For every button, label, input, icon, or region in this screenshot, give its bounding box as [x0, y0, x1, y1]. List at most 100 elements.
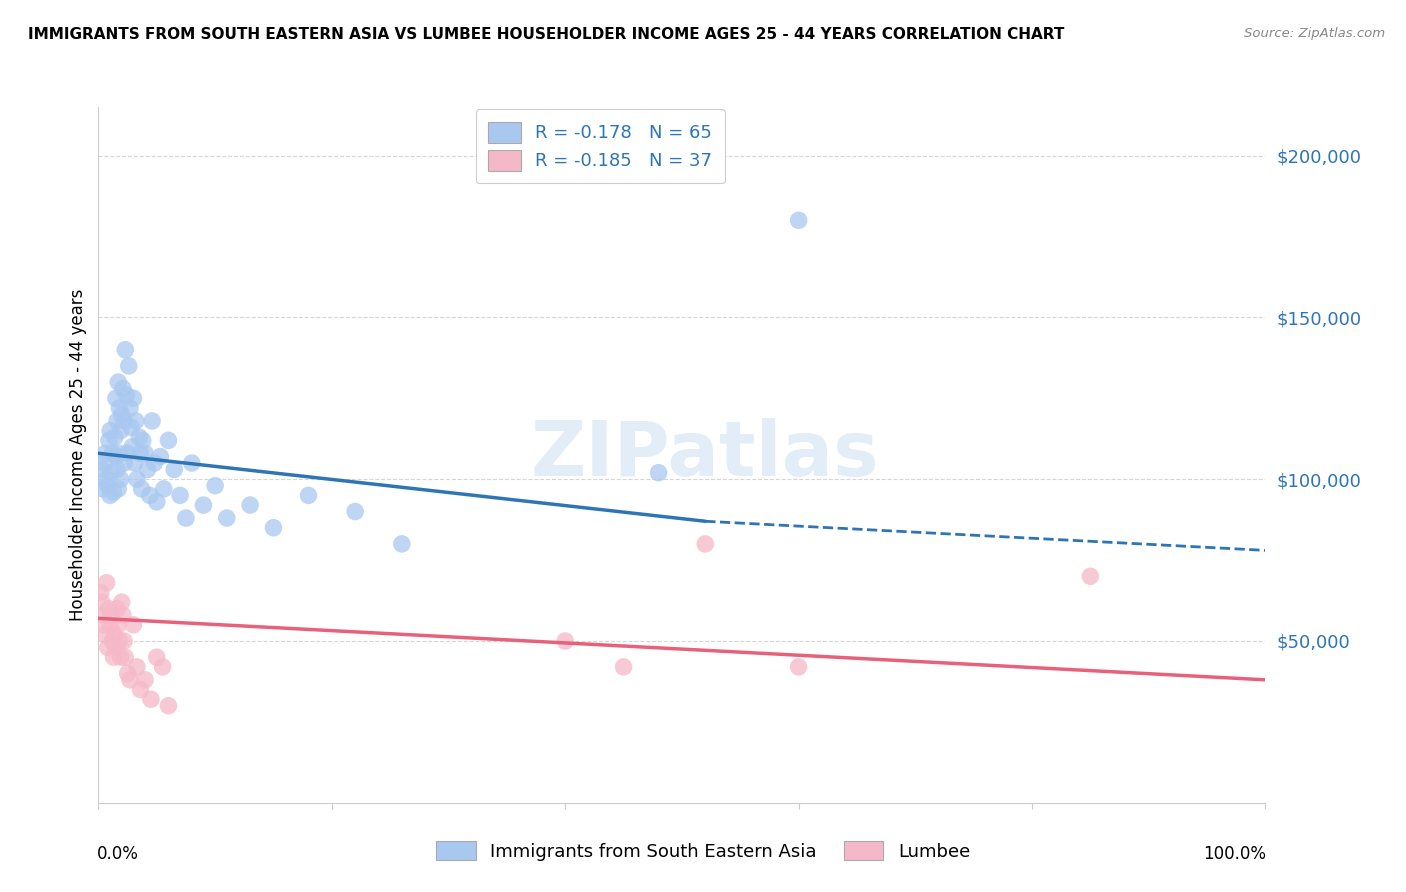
- Point: [174, 511, 197, 525]
- Point: [98, 488, 121, 502]
- Point: [121, 440, 143, 454]
- Point: [101, 634, 124, 648]
- Legend: R = -0.178   N = 65, R = -0.185   N = 37: R = -0.178 N = 65, R = -0.185 N = 37: [475, 109, 725, 184]
- Point: [98, 424, 121, 438]
- Point: [115, 388, 138, 402]
- Point: [110, 424, 132, 438]
- Point: [143, 456, 166, 470]
- Point: [97, 601, 120, 615]
- Point: [101, 446, 124, 460]
- Point: [152, 482, 174, 496]
- Point: [111, 608, 134, 623]
- Point: [91, 608, 114, 623]
- Point: [1080, 569, 1102, 583]
- Point: [554, 634, 576, 648]
- Point: [111, 595, 134, 609]
- Point: [110, 650, 132, 665]
- Point: [117, 446, 139, 460]
- Point: [787, 660, 810, 674]
- Point: [695, 537, 717, 551]
- Point: [149, 450, 172, 464]
- Point: [129, 446, 152, 460]
- Point: [787, 213, 810, 227]
- Point: [94, 627, 117, 641]
- Point: [139, 692, 162, 706]
- Point: [90, 462, 112, 476]
- Point: [118, 359, 141, 373]
- Point: [104, 450, 127, 464]
- Point: [152, 660, 174, 674]
- Point: [103, 485, 125, 500]
- Text: IMMIGRANTS FROM SOUTH EASTERN ASIA VS LUMBEE HOUSEHOLDER INCOME AGES 25 - 44 YEA: IMMIGRANTS FROM SOUTH EASTERN ASIA VS LU…: [28, 27, 1064, 42]
- Point: [97, 434, 120, 448]
- Point: [104, 640, 127, 655]
- Legend: Immigrants from South Eastern Asia, Lumbee: Immigrants from South Eastern Asia, Lumb…: [427, 831, 979, 870]
- Point: [146, 650, 169, 665]
- Point: [125, 660, 148, 674]
- Point: [215, 511, 238, 525]
- Point: [180, 456, 202, 470]
- Point: [108, 634, 131, 648]
- Point: [262, 521, 284, 535]
- Point: [118, 673, 141, 687]
- Point: [647, 466, 669, 480]
- Point: [107, 375, 129, 389]
- Point: [105, 601, 128, 615]
- Point: [125, 472, 148, 486]
- Point: [146, 495, 169, 509]
- Point: [110, 472, 132, 486]
- Point: [157, 434, 180, 448]
- Point: [108, 446, 131, 460]
- Point: [114, 343, 136, 357]
- Point: [104, 392, 127, 406]
- Point: [157, 698, 180, 713]
- Point: [297, 488, 319, 502]
- Point: [96, 575, 118, 590]
- Point: [136, 462, 159, 476]
- Y-axis label: Householder Income Ages 25 - 44 years: Householder Income Ages 25 - 44 years: [69, 289, 87, 621]
- Point: [117, 666, 139, 681]
- Point: [193, 498, 215, 512]
- Point: [105, 462, 128, 476]
- Point: [169, 488, 191, 502]
- Point: [163, 462, 186, 476]
- Point: [105, 414, 128, 428]
- Point: [118, 401, 141, 415]
- Point: [90, 595, 112, 609]
- Point: [122, 617, 145, 632]
- Point: [124, 456, 146, 470]
- Point: [104, 430, 127, 444]
- Point: [103, 650, 125, 665]
- Point: [204, 478, 226, 492]
- Point: [96, 472, 118, 486]
- Point: [97, 478, 120, 492]
- Point: [112, 634, 135, 648]
- Point: [112, 456, 135, 470]
- Point: [107, 617, 129, 632]
- Point: [613, 660, 636, 674]
- Point: [129, 682, 152, 697]
- Point: [104, 627, 127, 641]
- Point: [114, 650, 136, 665]
- Point: [98, 617, 121, 632]
- Text: 0.0%: 0.0%: [97, 845, 139, 863]
- Point: [134, 446, 156, 460]
- Point: [131, 482, 153, 496]
- Point: [120, 420, 142, 434]
- Point: [239, 498, 262, 512]
- Point: [111, 408, 134, 422]
- Point: [107, 482, 129, 496]
- Point: [108, 401, 131, 415]
- Point: [111, 382, 134, 396]
- Point: [100, 608, 122, 623]
- Point: [93, 456, 115, 470]
- Point: [134, 673, 156, 687]
- Point: [344, 504, 367, 518]
- Point: [391, 537, 413, 551]
- Point: [100, 466, 122, 480]
- Point: [90, 585, 112, 599]
- Point: [94, 446, 117, 460]
- Text: Source: ZipAtlas.com: Source: ZipAtlas.com: [1244, 27, 1385, 40]
- Point: [125, 414, 148, 428]
- Point: [97, 640, 120, 655]
